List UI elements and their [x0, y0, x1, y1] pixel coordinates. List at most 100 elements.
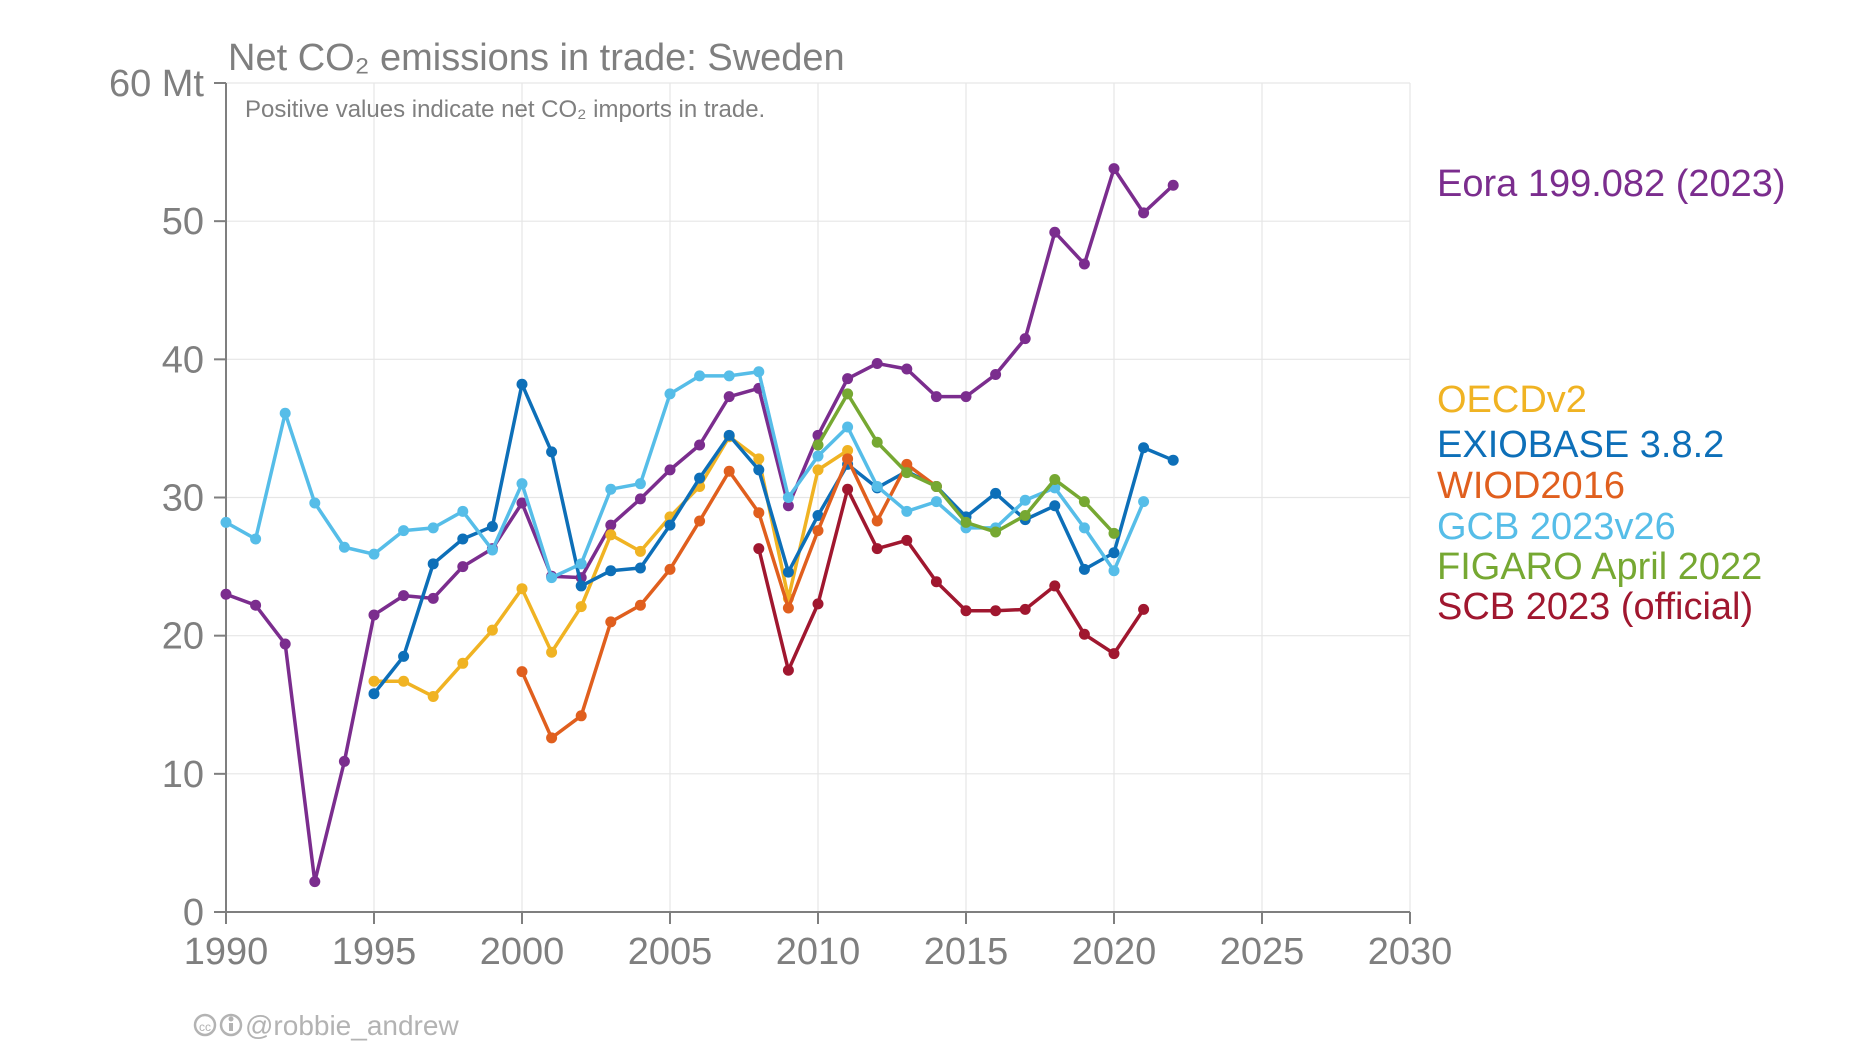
- y-tick-label: 0: [183, 892, 204, 934]
- data-point: [871, 543, 883, 555]
- data-point: [871, 480, 883, 492]
- data-point: [1019, 509, 1031, 521]
- data-point: [605, 519, 617, 531]
- data-point: [1078, 522, 1090, 534]
- data-point: [1049, 500, 1061, 512]
- series-3: [516, 453, 942, 744]
- data-point: [457, 657, 469, 669]
- data-point: [1138, 207, 1150, 219]
- data-point: [1108, 547, 1120, 559]
- data-point: [1078, 563, 1090, 575]
- data-point: [427, 690, 439, 702]
- data-point: [368, 609, 380, 621]
- data-point: [812, 439, 824, 451]
- attribution-icon: [219, 1013, 243, 1037]
- series-2: [368, 378, 1179, 700]
- data-point: [753, 453, 765, 465]
- data-point: [1049, 226, 1061, 238]
- data-point: [1078, 258, 1090, 270]
- data-point: [782, 566, 794, 578]
- data-point: [1138, 442, 1150, 454]
- data-point: [457, 533, 469, 545]
- data-point: [753, 464, 765, 476]
- data-point: [605, 529, 617, 541]
- data-point: [220, 588, 232, 600]
- data-point: [516, 378, 528, 390]
- data-point: [398, 650, 410, 662]
- legend-entry: FIGARO April 2022: [1437, 546, 1762, 588]
- data-point: [427, 522, 439, 534]
- series-line: [372, 382, 1175, 696]
- data-point: [250, 533, 262, 545]
- data-point: [605, 565, 617, 577]
- data-point: [546, 646, 558, 658]
- y-tick-label: 30: [162, 478, 204, 520]
- data-point: [871, 357, 883, 369]
- series-4: [220, 366, 1150, 584]
- data-point: [398, 590, 410, 602]
- x-tick-label: 1990: [184, 931, 269, 973]
- series-6: [753, 483, 1150, 676]
- x-tick-label: 2005: [628, 931, 713, 973]
- data-point: [634, 545, 646, 557]
- data-point: [960, 605, 972, 617]
- data-point: [1019, 333, 1031, 345]
- data-point: [1138, 603, 1150, 615]
- data-point: [930, 496, 942, 508]
- credit: cc @robbie_andrew: [193, 1010, 459, 1041]
- data-point: [1108, 527, 1120, 539]
- data-point: [694, 472, 706, 484]
- x-tick-label: 2010: [776, 931, 861, 973]
- data-point: [398, 675, 410, 687]
- data-point: [694, 370, 706, 382]
- data-point: [930, 480, 942, 492]
- data-point: [930, 391, 942, 403]
- data-point: [842, 445, 854, 457]
- data-point: [575, 710, 587, 722]
- data-point: [486, 521, 498, 533]
- data-point: [516, 583, 528, 595]
- y-tick-label: 10: [162, 754, 204, 796]
- legend-entry: WIOD2016: [1437, 465, 1625, 507]
- data-point: [664, 519, 676, 531]
- series-layer: [220, 163, 1179, 888]
- data-point: [782, 492, 794, 503]
- data-point: [782, 602, 794, 614]
- series-5: [812, 388, 1120, 539]
- chart-title: Net CO₂ emissions in trade: Sweden: [228, 37, 845, 79]
- data-point: [1078, 496, 1090, 508]
- chart-subtitle: Positive values indicate net CO₂ imports…: [245, 96, 765, 123]
- data-point: [694, 439, 706, 451]
- data-point: [871, 515, 883, 527]
- data-point: [901, 363, 913, 375]
- cc-license-icon: [193, 1013, 217, 1037]
- data-point: [842, 483, 854, 495]
- data-point: [1049, 474, 1061, 486]
- data-point: [694, 515, 706, 527]
- legend-entry: EXIOBASE 3.8.2: [1437, 424, 1724, 466]
- data-point: [457, 505, 469, 517]
- legend-entry: OECDv2: [1437, 379, 1587, 421]
- data-point: [1108, 648, 1120, 660]
- data-point: [812, 450, 824, 462]
- data-point: [368, 688, 380, 700]
- data-point: [1078, 628, 1090, 640]
- credit-handle: @robbie_andrew: [245, 1010, 459, 1041]
- attribution-icon-head: [228, 1016, 234, 1022]
- data-point: [1108, 163, 1120, 175]
- data-point: [901, 458, 913, 470]
- legend-entry: Eora 199.082 (2023): [1437, 163, 1786, 205]
- x-tick-label: 1995: [332, 931, 417, 973]
- grid: [225, 82, 1411, 913]
- series-line: [757, 487, 1146, 672]
- x-tick-label: 2025: [1220, 931, 1305, 973]
- data-point: [812, 525, 824, 537]
- legend-entry: SCB 2023 (official): [1437, 586, 1753, 628]
- data-point: [575, 558, 587, 570]
- data-point: [575, 601, 587, 613]
- legend-entry: GCB 2023v26: [1437, 506, 1676, 548]
- data-point: [664, 563, 676, 575]
- data-point: [546, 446, 558, 458]
